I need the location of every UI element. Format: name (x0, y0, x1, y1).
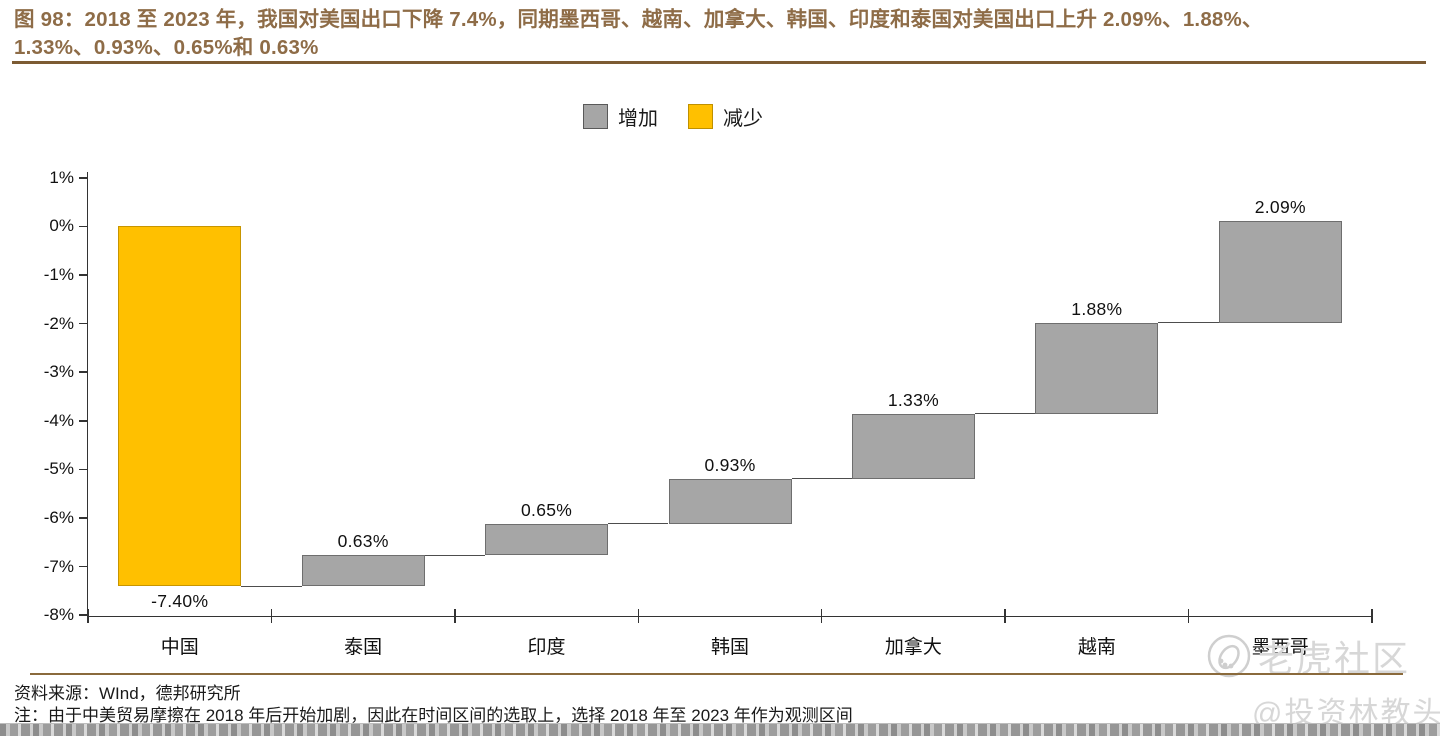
tiger-logo-icon (1207, 634, 1251, 678)
y-axis-tick (78, 565, 87, 568)
chart-legend: 增加 减少 (583, 102, 763, 130)
x-axis-tick (1187, 608, 1190, 623)
bar-value-label: 0.93% (704, 454, 756, 475)
footer-divider (30, 673, 1403, 675)
bar-value-label: -7.40% (151, 591, 209, 612)
y-axis-tick (78, 517, 87, 519)
watermark-community: 老虎社区 (1206, 630, 1410, 682)
x-axis-tick (820, 608, 823, 623)
waterfall-bar-6 (1035, 322, 1159, 414)
category-label: 印度 (527, 637, 566, 658)
y-axis-tick-label: -1% (43, 265, 74, 284)
y-axis-tick-label: -6% (43, 508, 74, 527)
y-axis-tick-label: -2% (43, 313, 74, 333)
y-axis-tick (78, 468, 87, 471)
waterfall-bar-1 (118, 226, 242, 587)
increase-swatch-icon (583, 103, 608, 129)
category-label: 越南 (1077, 637, 1116, 658)
y-axis-tick (78, 177, 87, 179)
category-label: 韩国 (710, 637, 749, 658)
bar-value-label: 0.65% (521, 499, 573, 520)
waterfall-connector (974, 413, 1036, 415)
x-axis-tick (270, 608, 273, 623)
y-axis-tick-label: -4% (43, 410, 74, 430)
x-axis-tick (637, 608, 640, 623)
y-axis-tick-label: -5% (43, 459, 74, 479)
title-divider (12, 61, 1426, 64)
legend-label-decrease: 减少 (723, 107, 763, 130)
x-axis-tick (1004, 608, 1006, 623)
x-axis-tick (1371, 608, 1373, 623)
x-axis-tick (454, 608, 456, 623)
y-axis-tick-label: -8% (43, 605, 74, 625)
figure-title-line2: 1.33%、0.93%、0.65%和 0.63% (14, 36, 319, 59)
source-text: 资料来源：WInd，德邦研究所 (14, 684, 241, 703)
category-label: 泰国 (344, 637, 383, 658)
waterfall-bar-4 (668, 478, 792, 524)
y-axis-tick-label: 0% (49, 216, 74, 236)
figure-title-line1: 图 98：2018 至 2023 年，我国对美国出口下降 7.4%，同期墨西哥、… (14, 8, 1263, 31)
legend-item-increase: 增加 (583, 102, 658, 131)
waterfall-bar-7 (1218, 221, 1342, 323)
note-text: 注：由于中美贸易摩擦在 2018 年后开始加剧，因此在时间区间的选取上，选择 2… (14, 706, 853, 725)
cropped-content-strip (0, 723, 1440, 736)
waterfall-connector (1158, 322, 1219, 324)
bar-value-label: 1.88% (1071, 298, 1123, 319)
watermark-community-text: 老虎社区 (1258, 638, 1411, 679)
bar-value-label: 2.09% (1254, 197, 1306, 218)
y-axis-tick (78, 274, 87, 276)
legend-label-increase: 增加 (618, 107, 658, 130)
waterfall-connector (241, 585, 302, 587)
y-axis-tick (78, 225, 87, 228)
waterfall-bar-2 (301, 555, 425, 587)
waterfall-bar-5 (851, 413, 975, 479)
y-axis-line (86, 172, 88, 618)
waterfall-connector (608, 523, 669, 525)
y-axis-tick-label: -3% (43, 362, 74, 382)
y-axis-tick (78, 614, 87, 616)
decrease-swatch-icon (688, 103, 713, 129)
category-label: 中国 (160, 637, 199, 658)
y-axis-tick (78, 420, 87, 422)
y-axis-tick-label: 1% (49, 167, 74, 187)
x-axis-line (86, 615, 1372, 618)
waterfall-connector (424, 554, 486, 556)
waterfall-connector (791, 478, 852, 480)
bar-value-label: 1.33% (887, 389, 939, 410)
figure-title: 图 98：2018 至 2023 年，我国对美国出口下降 7.4%，同期墨西哥、… (14, 6, 1430, 62)
category-label: 墨西哥 (1251, 637, 1309, 658)
waterfall-bar-3 (485, 523, 609, 556)
y-axis-tick (78, 371, 87, 373)
category-label: 加拿大 (884, 637, 942, 658)
legend-item-decrease: 减少 (688, 102, 763, 131)
bar-value-label: 0.63% (337, 531, 389, 552)
x-axis-tick (87, 608, 89, 623)
y-axis-tick (78, 322, 87, 325)
y-axis-tick-label: -7% (43, 556, 74, 576)
